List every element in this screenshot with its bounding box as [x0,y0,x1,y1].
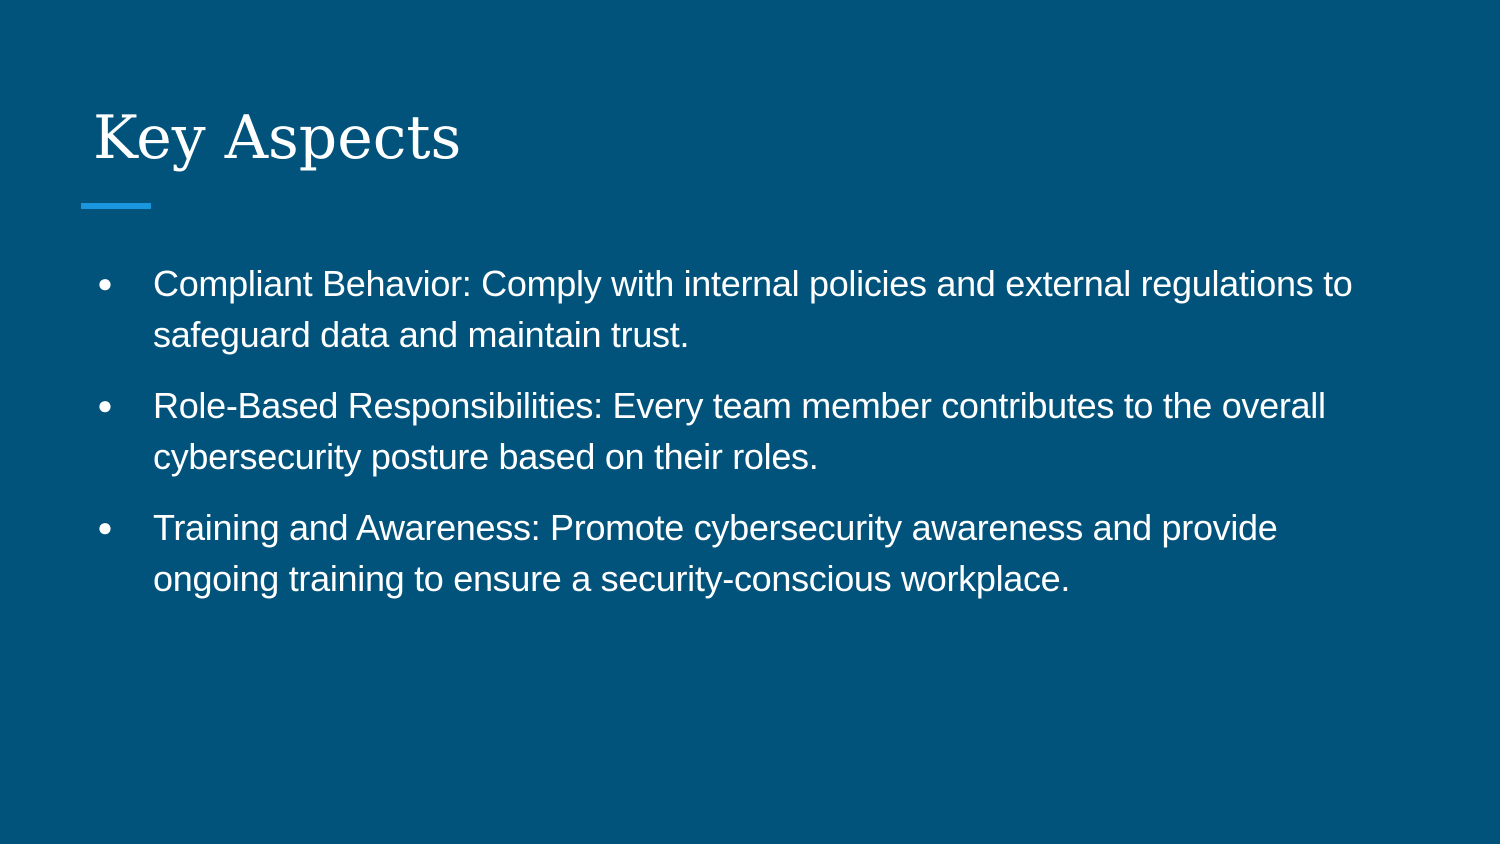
bullet-item: ● Training and Awareness: Promote cybers… [93,502,1413,604]
slide-title: Key Aspects [93,103,462,173]
bullet-item: ● Role-Based Responsibilities: Every tea… [93,380,1413,482]
bullet-item: ● Compliant Behavior: Comply with intern… [93,258,1413,360]
bullet-marker: ● [97,512,113,542]
bullet-list: ● Compliant Behavior: Comply with intern… [93,258,1413,624]
bullet-text: Compliant Behavior: Comply with internal… [153,263,1353,355]
bullet-marker: ● [97,390,113,420]
title-accent-bar [81,203,151,209]
bullet-text: Training and Awareness: Promote cybersec… [153,507,1278,599]
bullet-marker: ● [97,268,113,298]
bullet-text: Role-Based Responsibilities: Every team … [153,385,1326,477]
